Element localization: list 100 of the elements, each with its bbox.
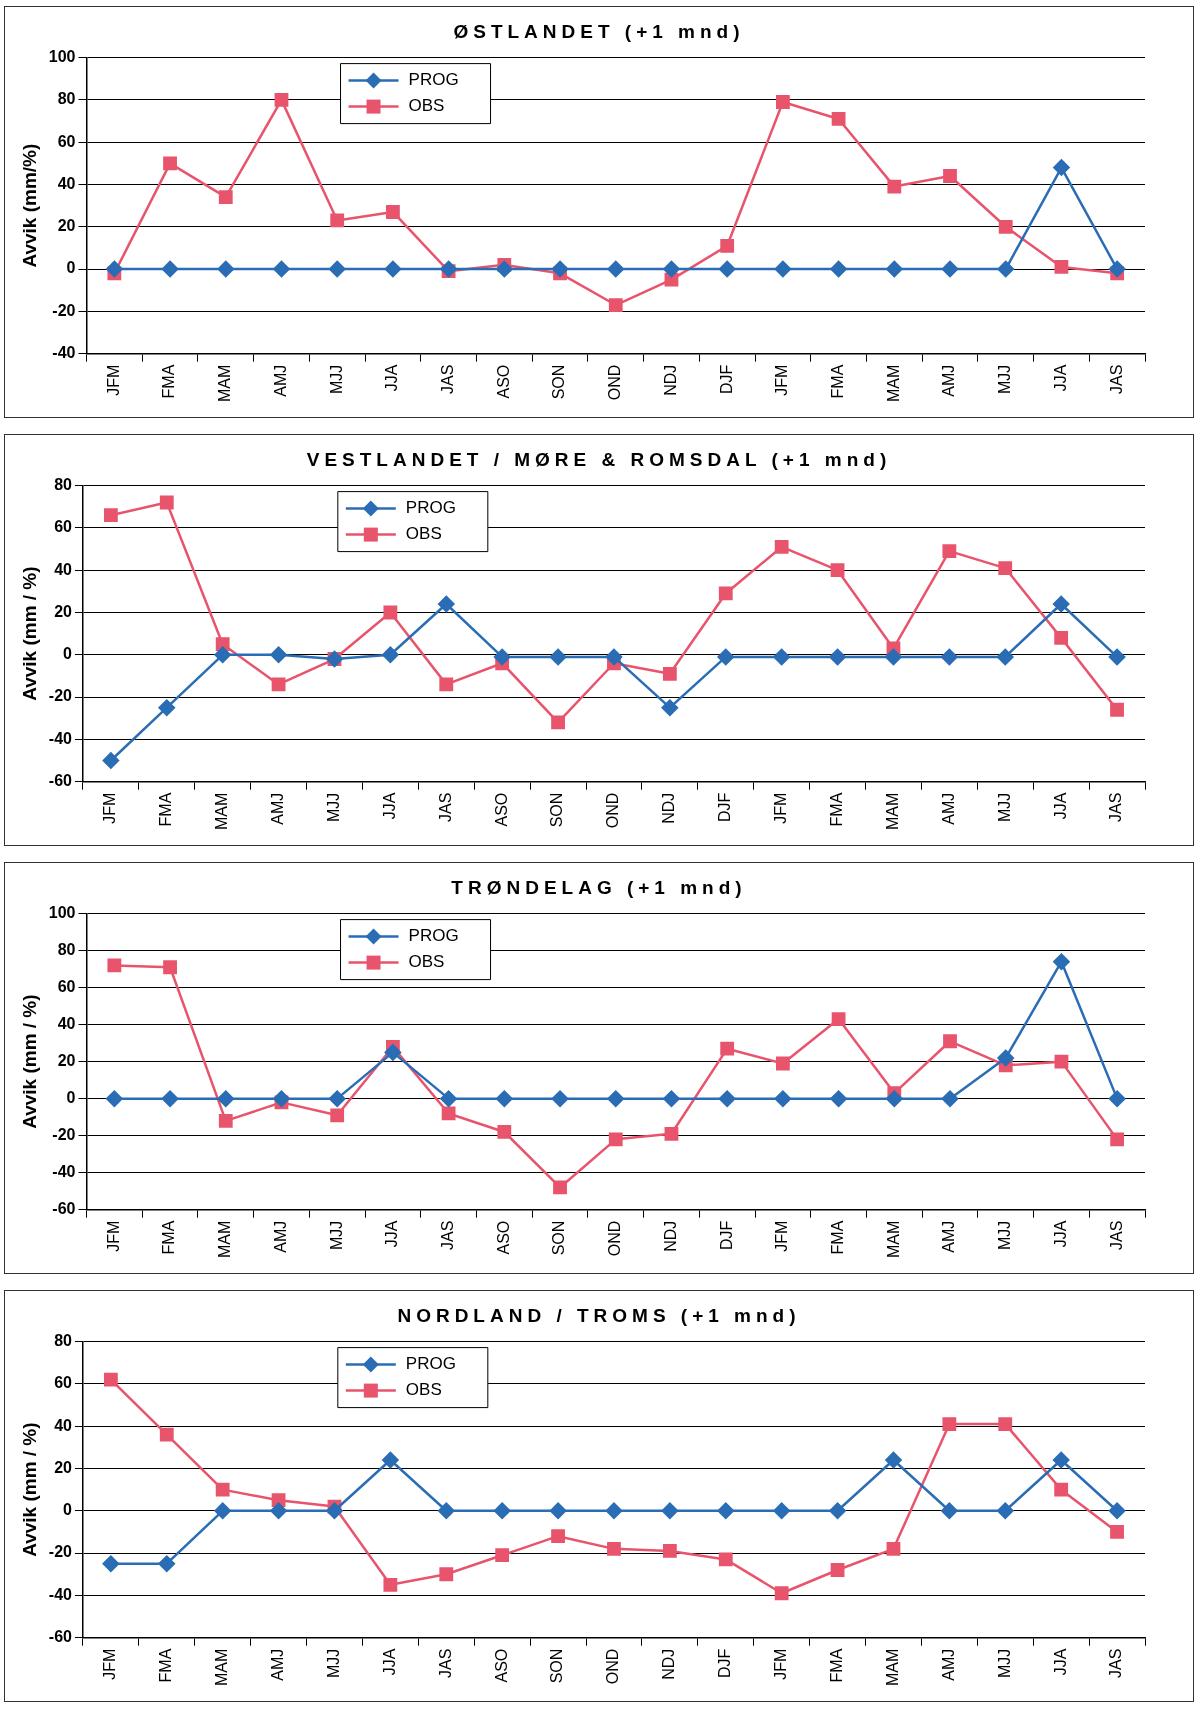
y-tick-label: 60 xyxy=(54,1374,73,1392)
y-axis-title: Avvik (mm / %) xyxy=(18,994,40,1129)
chart-title: TRØNDELAG (+1 mnd) xyxy=(450,876,748,900)
x-tick-label: JAS xyxy=(1107,364,1125,395)
x-tick-label: JJA xyxy=(383,1220,401,1248)
x-tick-label: NDJ xyxy=(660,1648,678,1680)
y-tick-label: 80 xyxy=(54,1332,73,1350)
x-tick-label: AMJ xyxy=(268,792,286,825)
legend-label: OBS xyxy=(408,952,445,972)
x-tick-label: JFM xyxy=(772,792,790,824)
x-tick-label: MAM xyxy=(213,792,231,830)
y-tick-label: -20 xyxy=(48,1543,73,1561)
x-tick-label: JJA xyxy=(380,1648,398,1676)
legend-label: OBS xyxy=(405,524,442,544)
y-tick-label: 20 xyxy=(57,1052,76,1070)
x-tick-label: DJF xyxy=(716,792,734,822)
x-tick-label: JAS xyxy=(1107,1648,1125,1679)
x-tick-label: JAS xyxy=(1107,1220,1125,1251)
x-tick-label: AMJ xyxy=(268,1648,286,1681)
y-tick-label: 0 xyxy=(66,1089,76,1107)
x-tick-label: FMA xyxy=(157,792,175,827)
x-tick-label: SON xyxy=(550,364,568,400)
x-tick-label: MAM xyxy=(884,1220,902,1258)
y-tick-label: -60 xyxy=(52,1200,76,1218)
x-tick-label: MJJ xyxy=(324,1648,342,1678)
x-tick-label: JJA xyxy=(380,792,398,820)
x-tick-label: AMJ xyxy=(271,364,289,397)
x-tick-label: MJJ xyxy=(996,364,1014,394)
x-tick-label: MJJ xyxy=(996,1220,1014,1250)
x-tick-label: NDJ xyxy=(661,364,679,396)
x-tick-label: FMA xyxy=(829,1220,846,1255)
x-tick-label: ASO xyxy=(494,1220,512,1255)
x-tick-label: MJJ xyxy=(324,792,342,822)
legend-label: OBS xyxy=(405,1380,442,1400)
y-tick-label: 60 xyxy=(57,978,76,996)
y-tick-label: -20 xyxy=(48,687,73,705)
y-tick-label: 40 xyxy=(57,174,76,192)
x-tick-label: JFM xyxy=(773,364,791,396)
x-tick-label: JFM xyxy=(104,364,122,396)
x-tick-label: FMA xyxy=(827,792,845,827)
chart-title: ØSTLANDET (+1 mnd) xyxy=(452,20,746,44)
x-tick-label: JAS xyxy=(439,1220,457,1251)
x-tick-label: JJA xyxy=(1051,1648,1069,1676)
x-tick-label: ASO xyxy=(492,792,510,827)
y-tick-label: 100 xyxy=(48,48,76,66)
y-tick-label: 20 xyxy=(57,217,76,235)
x-tick-label: ASO xyxy=(494,364,512,399)
legend-label: PROG xyxy=(408,926,459,946)
x-tick-label: JFM xyxy=(101,1648,119,1680)
x-tick-label: JFM xyxy=(772,1648,790,1680)
x-tick-label: MJJ xyxy=(327,364,345,394)
x-tick-label: MJJ xyxy=(995,1648,1013,1678)
x-tick-label: JFM xyxy=(101,792,119,824)
x-tick-label: OND xyxy=(604,792,622,829)
x-tick-label: FMA xyxy=(157,1648,175,1683)
x-tick-label: OND xyxy=(606,1220,624,1257)
legend-label: PROG xyxy=(405,498,456,518)
y-tick-label: 0 xyxy=(63,1501,73,1519)
x-tick-label: MAM xyxy=(883,1648,901,1686)
y-axis-title: Avvik (mm / %) xyxy=(18,1422,40,1557)
x-tick-label: FMA xyxy=(160,364,178,399)
y-axis-title: Avvik (mm/%) xyxy=(18,143,40,268)
x-tick-label: MAM xyxy=(216,364,234,402)
y-tick-label: -40 xyxy=(52,344,76,362)
legend-label: OBS xyxy=(408,96,445,116)
y-tick-label: 40 xyxy=(57,1015,76,1033)
x-tick-label: MAM xyxy=(213,1648,231,1686)
y-tick-label: 80 xyxy=(57,941,76,959)
y-tick-label: -40 xyxy=(48,1585,73,1603)
x-tick-label: JFM xyxy=(773,1220,791,1252)
y-tick-label: -20 xyxy=(52,1126,76,1144)
x-tick-label: ASO xyxy=(492,1648,510,1683)
x-tick-label: SON xyxy=(550,1220,568,1256)
y-tick-label: -40 xyxy=(52,1163,76,1181)
y-tick-label: 40 xyxy=(54,1416,73,1434)
x-tick-label: JAS xyxy=(1107,792,1125,823)
y-tick-label: -20 xyxy=(52,301,76,319)
y-tick-label: -60 xyxy=(48,1628,73,1646)
y-tick-label: 80 xyxy=(57,90,76,108)
x-tick-label: DJF xyxy=(716,1648,734,1678)
chart-title: VESTLANDET / MØRE & ROMSDAL (+1 mnd) xyxy=(305,448,893,472)
y-tick-label: 0 xyxy=(66,259,76,277)
x-tick-label: MJJ xyxy=(995,792,1013,822)
chart-title: NORDLAND / TROMS (+1 mnd) xyxy=(396,1304,802,1328)
y-tick-label: 40 xyxy=(54,560,73,578)
x-tick-label: JJA xyxy=(1051,792,1069,820)
x-tick-label: AMJ xyxy=(940,1220,958,1253)
x-tick-label: MAM xyxy=(883,792,901,830)
x-tick-label: NDJ xyxy=(661,1220,679,1252)
x-tick-label: JAS xyxy=(439,364,457,395)
x-tick-label: JJA xyxy=(1051,1220,1069,1248)
y-tick-label: 80 xyxy=(54,476,73,494)
x-tick-label: AMJ xyxy=(940,364,958,397)
y-tick-label: 0 xyxy=(63,645,73,663)
x-tick-label: JAS xyxy=(436,1648,454,1679)
legend-label: PROG xyxy=(405,1354,456,1374)
x-tick-label: DJF xyxy=(717,1220,735,1250)
x-tick-label: FMA xyxy=(160,1220,178,1255)
x-tick-label: JFM xyxy=(104,1220,122,1252)
y-tick-label: -40 xyxy=(48,729,73,747)
